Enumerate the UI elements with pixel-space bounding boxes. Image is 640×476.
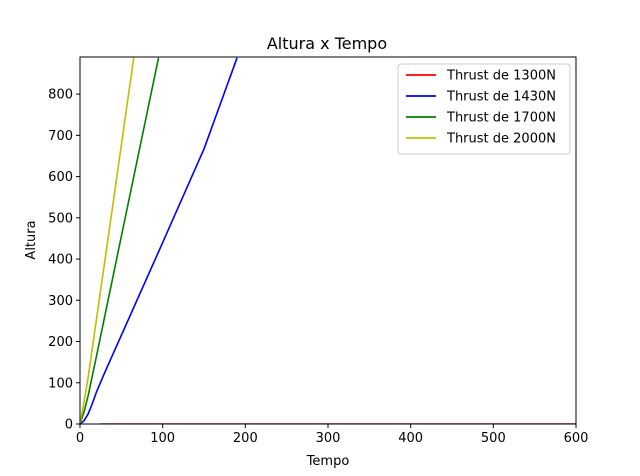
- y-tick-label: 600: [48, 170, 73, 185]
- y-tick-label: 700: [48, 129, 73, 144]
- legend-box: [397, 63, 571, 155]
- x-tick-label: 400: [398, 431, 423, 446]
- chart-title: Altura x Tempo: [267, 34, 387, 53]
- legend-entry-2: Thrust de 1430N: [446, 90, 556, 105]
- y-axis-label: Altura: [24, 220, 39, 259]
- x-axis-label: Tempo: [306, 454, 350, 469]
- series-line-3: [80, 57, 160, 424]
- y-tick-label: 500: [48, 211, 73, 226]
- series-layer: [80, 57, 576, 424]
- x-tick-label: 600: [564, 431, 589, 446]
- legend-entry-3: Thrust de 1700N: [446, 111, 556, 126]
- series-line-4: [80, 57, 135, 424]
- y-tick-label: 800: [48, 88, 73, 103]
- series-line-2: [80, 57, 238, 424]
- y-tick-label: 400: [48, 253, 73, 268]
- x-tick-label: 500: [481, 431, 506, 446]
- x-tick-label: 100: [150, 431, 175, 446]
- y-tick-label: 100: [48, 376, 73, 391]
- y-tick-label: 200: [48, 335, 73, 350]
- axes-layer: 0 100 200 300 400 500 600 0 100 200 300 400 500 600 70…: [48, 56, 589, 446]
- x-tick-label: 200: [233, 431, 258, 446]
- legend-entry-1: Thrust de 1300N: [446, 69, 556, 84]
- y-tick-label: 0: [65, 418, 73, 433]
- y-tick-label: 300: [48, 294, 73, 309]
- x-tick-label: 0: [76, 431, 84, 446]
- legend-entry-4: Thrust de 2000N: [446, 132, 556, 147]
- x-tick-label: 300: [316, 431, 341, 446]
- legend: Thrust de 1300N Thrust de 1430N Thrust de …: [397, 63, 571, 155]
